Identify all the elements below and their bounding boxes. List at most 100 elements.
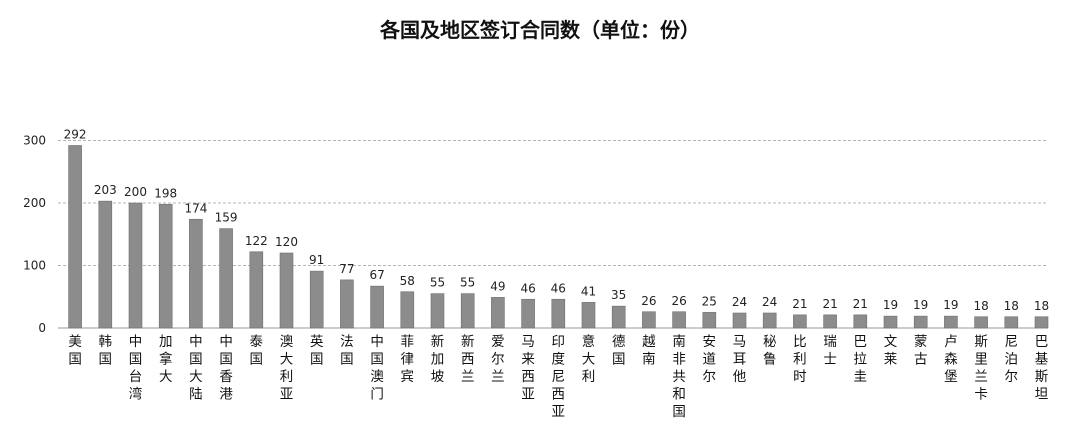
data-label: 21 <box>822 297 837 311</box>
data-label: 24 <box>762 295 777 309</box>
bar <box>672 311 686 329</box>
x-tick-label: 安道尔 <box>703 334 717 385</box>
y-tick-label: 0 <box>38 321 46 335</box>
x-tick-label: 美国 <box>68 334 82 368</box>
bar <box>1034 316 1049 329</box>
x-tick-label: 南非共和国 <box>672 334 686 420</box>
data-label: 122 <box>245 234 268 248</box>
data-label: 198 <box>154 186 177 200</box>
data-label: 58 <box>400 274 415 288</box>
bar <box>581 302 596 329</box>
data-label: 159 <box>215 211 238 225</box>
x-tick-label: 马耳他 <box>733 334 747 385</box>
data-label: 46 <box>520 281 535 295</box>
bar <box>460 293 475 329</box>
bar <box>642 311 656 329</box>
x-tick-label: 中国大陆 <box>189 334 203 403</box>
bar <box>732 312 747 329</box>
x-tick-label: 越南 <box>642 334 656 368</box>
bar <box>853 314 868 329</box>
data-label: 55 <box>460 276 475 290</box>
bar <box>944 315 958 329</box>
bar <box>68 145 82 329</box>
x-tick-label: 菲律宾 <box>401 334 415 385</box>
data-label: 18 <box>1034 299 1049 313</box>
bar <box>823 314 837 329</box>
bar <box>400 291 415 329</box>
data-label: 26 <box>641 294 656 308</box>
data-label: 25 <box>702 294 717 308</box>
x-tick-label: 斯里兰卡 <box>974 334 988 403</box>
x-tick-label: 德国 <box>612 334 626 368</box>
bar <box>219 228 233 329</box>
x-tick-label: 卢森堡 <box>944 334 958 385</box>
bar <box>521 298 535 329</box>
x-tick-label: 意大利 <box>582 333 596 385</box>
data-label: 41 <box>581 284 596 298</box>
bar <box>98 200 113 329</box>
x-tick-label: 蒙古 <box>914 334 928 368</box>
y-tick-label: 300 <box>23 134 46 148</box>
x-tick-label: 新加坡 <box>431 334 445 385</box>
bar <box>430 293 445 329</box>
bar <box>249 251 264 329</box>
data-label: 24 <box>732 295 747 309</box>
data-label: 19 <box>943 298 958 312</box>
bar <box>551 298 566 329</box>
data-label: 19 <box>913 298 928 312</box>
x-tick-label: 英国 <box>310 333 324 368</box>
x-tick-label: 韩国 <box>99 334 113 368</box>
x-tick-label: 巴基斯坦 <box>1035 334 1049 403</box>
y-tick-label: 200 <box>23 196 46 210</box>
data-label: 19 <box>883 298 898 312</box>
bar <box>974 316 988 329</box>
data-label: 18 <box>1004 299 1019 313</box>
bar <box>189 218 203 329</box>
x-tick-label: 新西兰 <box>461 334 475 385</box>
x-tick-label: 文莱 <box>884 334 898 368</box>
bar <box>913 315 928 329</box>
data-label: 77 <box>339 262 354 276</box>
x-tick-label: 加拿大 <box>159 334 173 385</box>
x-tick-label: 中国澳门 <box>370 334 384 403</box>
data-label: 26 <box>671 294 686 308</box>
data-label: 120 <box>275 235 298 249</box>
bar <box>491 297 505 329</box>
bar <box>340 279 354 329</box>
data-label: 18 <box>973 299 988 313</box>
bar <box>370 285 384 329</box>
data-label: 174 <box>184 201 207 215</box>
x-tick-label: 比利时 <box>793 334 807 385</box>
data-label: 21 <box>792 297 807 311</box>
data-label: 292 <box>64 128 87 142</box>
data-label: 91 <box>309 253 324 267</box>
y-tick-label: 100 <box>23 259 46 273</box>
bar <box>702 312 717 329</box>
bar <box>611 305 626 329</box>
data-label: 49 <box>490 279 505 293</box>
data-label: 46 <box>551 281 566 295</box>
x-tick-label: 泰国 <box>250 334 264 368</box>
x-tick-label: 印度尼西亚 <box>552 334 566 420</box>
bar <box>762 312 777 329</box>
x-tick-label: 澳大利亚 <box>280 334 294 403</box>
x-tick-label: 瑞士 <box>823 334 837 368</box>
x-tick-label: 尼泊尔 <box>1005 334 1019 385</box>
bar <box>883 315 898 329</box>
bar <box>128 202 143 329</box>
x-tick-label: 爱尔兰 <box>491 334 505 385</box>
x-tick-label: 马来西亚 <box>521 334 535 403</box>
x-tick-label: 中国香港 <box>219 334 233 403</box>
x-tick-label: 中国台湾 <box>129 334 143 403</box>
data-label: 35 <box>611 288 626 302</box>
data-label: 55 <box>430 276 445 290</box>
bar <box>309 270 324 329</box>
bar <box>1004 316 1019 329</box>
bar <box>279 252 294 329</box>
data-label: 200 <box>124 185 147 199</box>
bar <box>793 314 807 329</box>
data-label: 203 <box>94 183 117 197</box>
bar <box>158 203 173 329</box>
chart-title: 各国及地区签订合同数（单位：份） <box>380 18 700 42</box>
